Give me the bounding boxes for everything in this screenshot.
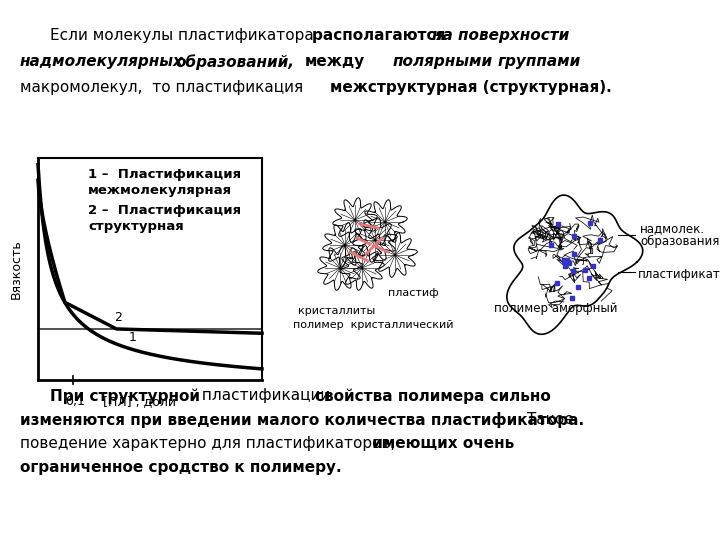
Text: поведение характерно для пластификаторов,: поведение характерно для пластификаторов…	[20, 436, 395, 451]
Polygon shape	[323, 223, 367, 267]
Text: 2 –  Пластификация: 2 – Пластификация	[88, 204, 241, 217]
Text: располагаются: располагаются	[312, 28, 451, 43]
Text: 0,1: 0,1	[65, 395, 85, 408]
Text: образования: образования	[640, 235, 719, 248]
Text: пластификатор: пластификатор	[638, 268, 720, 281]
Polygon shape	[333, 198, 377, 242]
Text: ограниченное сродство к полимеру.: ограниченное сродство к полимеру.	[20, 460, 341, 475]
Text: группами: группами	[498, 54, 581, 69]
Text: свойства полимера сильно: свойства полимера сильно	[315, 388, 551, 403]
Text: изменяются при введении малого количества пластификатора.: изменяются при введении малого количеств…	[20, 412, 584, 428]
Text: 1 –  Пластификация: 1 – Пластификация	[88, 168, 241, 181]
Text: надмолек.: надмолек.	[640, 222, 705, 235]
Text: пластиф: пластиф	[388, 288, 438, 298]
Text: макромолекул,  то пластификация: макромолекул, то пластификация	[20, 80, 313, 95]
Text: структурная: структурная	[88, 220, 184, 233]
Text: полимер  кристаллический: полимер кристаллический	[293, 320, 454, 330]
Text: между: между	[305, 54, 365, 69]
Text: Вязкость: Вязкость	[9, 239, 22, 299]
Polygon shape	[340, 246, 384, 290]
Text: образований,: образований,	[175, 54, 294, 70]
Text: 2: 2	[114, 311, 122, 324]
Text: [ПЛ] , доли: [ПЛ] , доли	[103, 395, 176, 408]
Text: пластификации: пластификации	[197, 388, 335, 403]
Text: Такое: Такое	[522, 412, 574, 427]
Polygon shape	[363, 200, 408, 244]
Text: на поверхности: на поверхности	[432, 28, 570, 43]
Text: межструктурная (структурная).: межструктурная (структурная).	[330, 80, 612, 95]
Polygon shape	[373, 233, 417, 277]
Text: имеющих очень: имеющих очень	[367, 436, 514, 451]
Text: Если молекулы пластификатора: Если молекулы пластификатора	[50, 28, 319, 43]
Text: При структурной: При структурной	[50, 388, 200, 403]
Text: надмолекулярных: надмолекулярных	[20, 54, 184, 69]
Text: межмолекулярная: межмолекулярная	[88, 184, 232, 197]
Text: полярными: полярными	[393, 54, 493, 69]
Text: полимер аморфный: полимер аморфный	[494, 302, 618, 315]
Text: кристаллиты: кристаллиты	[298, 306, 375, 316]
Polygon shape	[507, 195, 643, 334]
Text: 1: 1	[128, 330, 136, 343]
Polygon shape	[353, 218, 397, 262]
Polygon shape	[318, 246, 362, 290]
